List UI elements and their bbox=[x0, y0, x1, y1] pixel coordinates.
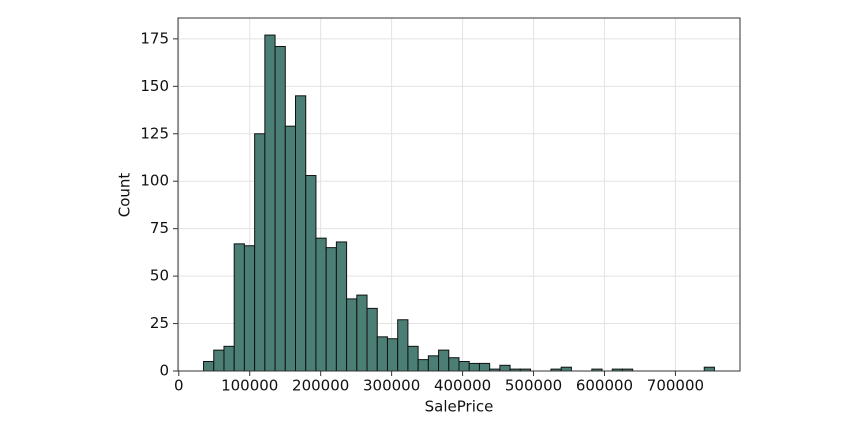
bar bbox=[407, 345, 419, 372]
bar bbox=[305, 175, 317, 372]
y-tick-label: 25 bbox=[150, 314, 169, 332]
y-tick-label: 125 bbox=[140, 124, 169, 142]
bar bbox=[427, 355, 440, 372]
x-axis-label: SalePrice bbox=[425, 398, 494, 416]
y-tick-label: 175 bbox=[140, 29, 169, 47]
bar bbox=[560, 366, 572, 372]
x-tick-label: 200000 bbox=[292, 377, 349, 395]
bar bbox=[356, 294, 368, 372]
bar bbox=[438, 349, 450, 372]
y-tick-label: 100 bbox=[140, 172, 169, 190]
bar bbox=[223, 345, 235, 372]
bar bbox=[264, 34, 276, 372]
bar bbox=[315, 237, 327, 372]
y-tick-label: 0 bbox=[159, 362, 169, 380]
bar bbox=[366, 307, 378, 372]
bar bbox=[346, 298, 358, 372]
y-tick-label: 50 bbox=[150, 267, 169, 285]
bar bbox=[335, 241, 348, 372]
bar bbox=[213, 349, 225, 372]
bar bbox=[254, 133, 266, 372]
plot-frame bbox=[177, 17, 741, 372]
x-tick-label: 100000 bbox=[221, 377, 278, 395]
x-tick-label: 500000 bbox=[505, 377, 562, 395]
y-tick-label: 75 bbox=[150, 219, 169, 237]
bar bbox=[243, 245, 256, 372]
bar bbox=[295, 95, 307, 372]
bar bbox=[703, 366, 715, 372]
bar bbox=[274, 45, 286, 372]
bar bbox=[233, 243, 245, 372]
bar bbox=[376, 336, 388, 372]
bar bbox=[203, 361, 215, 372]
bar bbox=[397, 319, 409, 372]
bar bbox=[458, 361, 470, 372]
x-tick-label: 0 bbox=[174, 377, 184, 395]
bar bbox=[499, 364, 511, 372]
y-tick-label: 150 bbox=[140, 77, 169, 95]
bar bbox=[468, 362, 480, 372]
bar bbox=[386, 338, 399, 372]
bar bbox=[325, 247, 337, 372]
y-axis-label: Count bbox=[116, 173, 134, 218]
x-tick-label: 300000 bbox=[363, 377, 420, 395]
x-tick-label: 700000 bbox=[647, 377, 704, 395]
bar bbox=[478, 362, 491, 372]
bar bbox=[417, 359, 429, 372]
x-tick-label: 600000 bbox=[576, 377, 633, 395]
bar bbox=[284, 125, 297, 372]
x-tick-label: 400000 bbox=[434, 377, 491, 395]
bar bbox=[448, 357, 460, 372]
